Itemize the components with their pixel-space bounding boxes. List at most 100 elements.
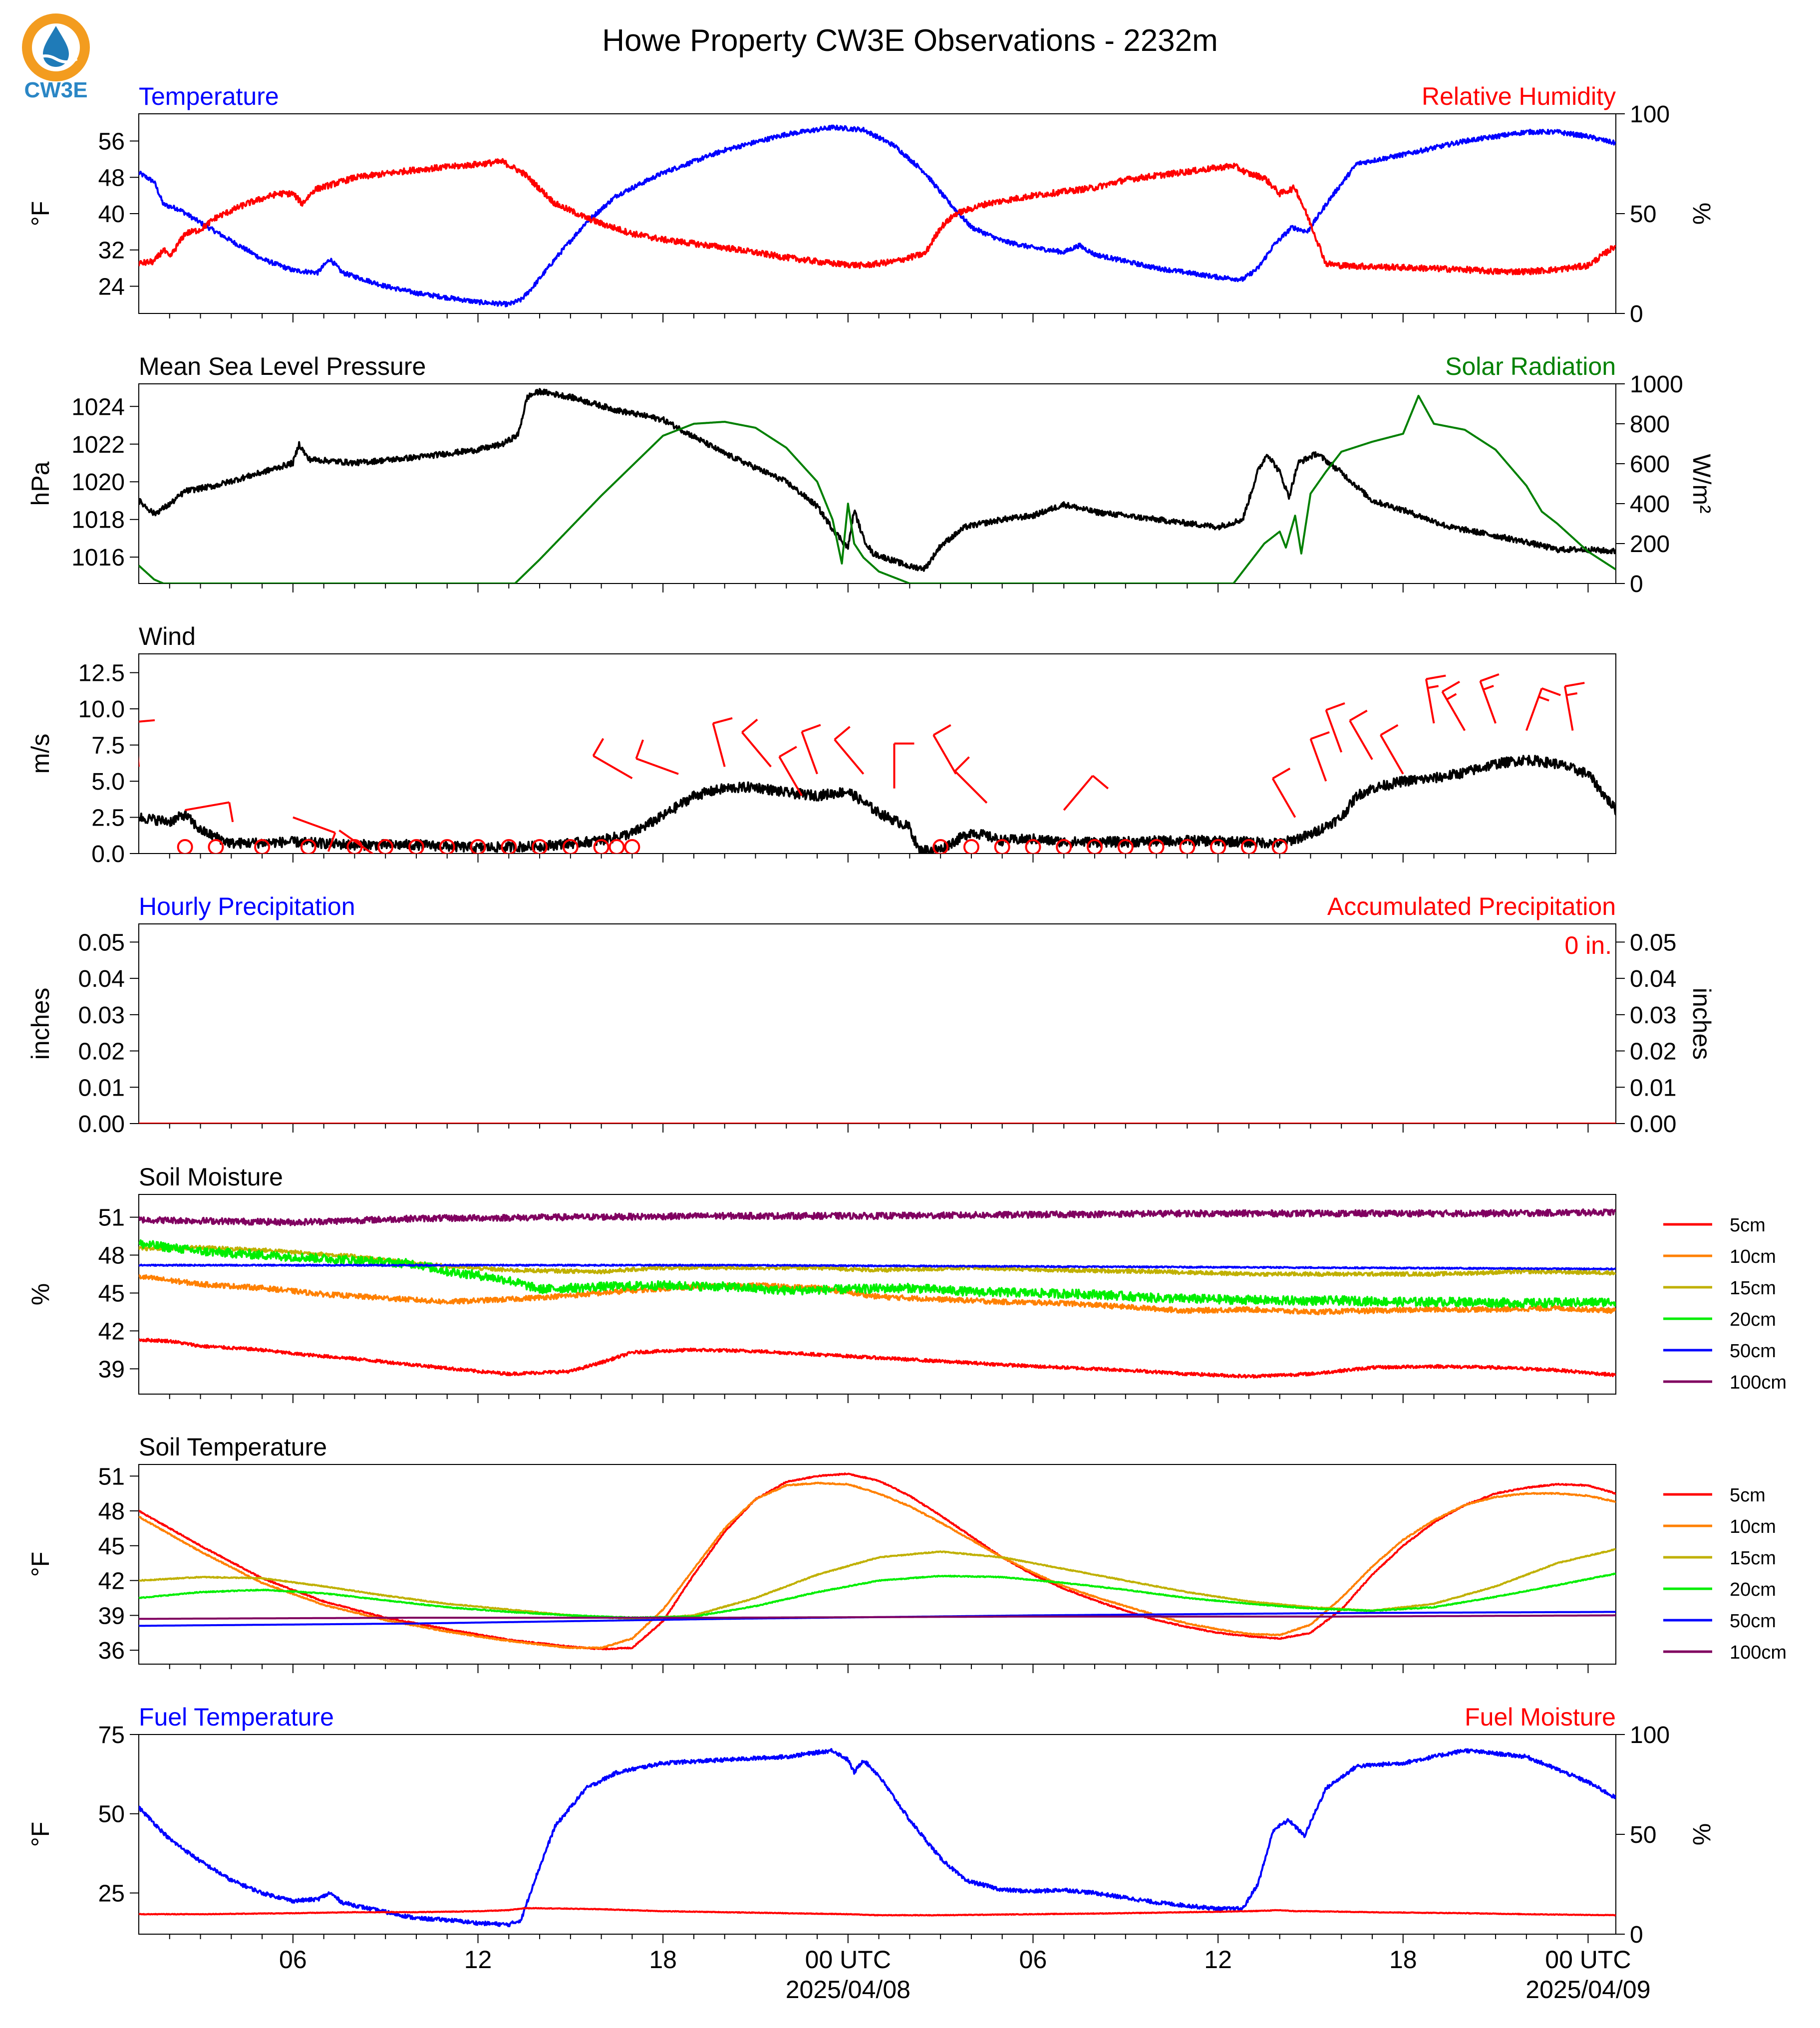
calm-wind-marker [1056, 839, 1072, 854]
wind-barb-flag [1349, 709, 1368, 722]
panel-frame [138, 653, 1616, 854]
y-axis-label: °F [26, 1552, 54, 1577]
legend: 5cm 10cm 15cm 20cm 50cm 100cm [1663, 1215, 1787, 1393]
wind-barb [932, 724, 957, 775]
accumulated-precip-annotation: 0 in. [1564, 931, 1612, 959]
y-axis-label: °F [26, 201, 54, 227]
y-axis-label: % [26, 1283, 54, 1305]
calm-wind-marker [300, 839, 316, 854]
y-tick-label: 1020 [71, 469, 125, 496]
y-tick-label: 48 [98, 1498, 125, 1525]
x-tick-label: 18 [1389, 1946, 1417, 1974]
wind-barb-shaft [293, 816, 336, 834]
y-tick-label: 7.5 [91, 733, 125, 759]
wind-barb-shaft [954, 770, 988, 804]
panel-5: Soil Moisture3942454851%5cm10cm15cm20cm5… [26, 1163, 1787, 1403]
legend-label: 20cm [1730, 1309, 1776, 1330]
plot-area [139, 388, 1616, 583]
y2-tick-label: 0.05 [1630, 929, 1676, 956]
plot-area [139, 673, 1616, 854]
y-tick-label: 56 [98, 129, 125, 155]
cw3e-logo: CW3E [22, 13, 90, 102]
plot-area [139, 1748, 1616, 1928]
panel-1: Temperature Relative Humidity 24 32 40 48 56 °F… [26, 82, 1716, 327]
y2-tick-label: 0 [1630, 571, 1643, 597]
wind-barb-half-flag [1427, 685, 1439, 689]
series-line-fuel-moisture [139, 1907, 1616, 1917]
y2-tick-label: 50 [1630, 201, 1656, 228]
y-tick-label: 2.5 [91, 805, 125, 832]
series-line-100cm [139, 1614, 1616, 1620]
y2-tick-label: 1000 [1630, 371, 1683, 398]
x-tick-label: 12 [1204, 1946, 1232, 1974]
series-line-solar-radiation [139, 395, 1616, 583]
wind-barb [1380, 724, 1404, 775]
series-line-100cm [139, 1208, 1616, 1226]
series-line-20cm [139, 1572, 1616, 1619]
wind-barb-flag [1325, 702, 1345, 711]
legend-label: 100cm [1730, 1642, 1787, 1663]
wind-barb-flag [228, 802, 234, 823]
y-tick-label: 10.0 [78, 696, 125, 723]
logo-ring-icon [22, 13, 90, 81]
calm-wind-marker [346, 839, 363, 854]
wind-barb [954, 756, 988, 804]
legend-label: 50cm [1730, 1611, 1776, 1632]
y-tick-label: 48 [98, 165, 125, 191]
calm-wind-marker [1148, 839, 1165, 854]
panel-6: Soil Temperature 36 39 42 45 48 51 °F 5cm 10cm 15c… [26, 1433, 1787, 1673]
wind-barb-shaft [338, 829, 374, 854]
wind-barb-flag [1272, 767, 1291, 780]
panel-2: Mean Sea Level Pressure Solar Radiation 10… [26, 352, 1716, 597]
calm-wind-marker [932, 839, 949, 854]
legend-label: 15cm [1730, 1548, 1776, 1569]
calm-wind-marker [254, 839, 271, 854]
wind-barb-flag [1442, 680, 1460, 693]
plot-area [139, 1472, 1616, 1651]
wind-barb-flag [1310, 731, 1330, 740]
y-tick-label: 39 [98, 1356, 125, 1383]
wind-barb-flag [1480, 673, 1500, 682]
calm-wind-marker [624, 839, 640, 854]
calm-wind-marker [1210, 839, 1226, 854]
legend: 5cm 10cm 15cm 20cm 50cm 100cm [1663, 1485, 1787, 1663]
calm-wind-marker [501, 839, 517, 854]
wind-barb [338, 829, 374, 854]
y-axis-label: hPa [26, 461, 54, 506]
y-tick-label: 45 [98, 1280, 125, 1307]
y-tick-label: 0.01 [78, 1075, 125, 1101]
y-tick-label: 39 [98, 1603, 125, 1629]
calm-wind-marker [208, 839, 224, 854]
wind-barb [1563, 682, 1585, 731]
calm-wind-marker [562, 839, 579, 854]
wind-barb-flag [1426, 674, 1446, 680]
panel-3: Wind 0.0 2.5 5.0 7.5 10.0 12.5 m/s [26, 622, 1616, 868]
wind-barb-flag [741, 718, 758, 733]
y2-tick-label: 0.00 [1630, 1111, 1676, 1138]
y-tick-label: 1016 [71, 545, 125, 571]
panel-right-title: Relative Humidity [1422, 82, 1616, 110]
series-line-mean-sea-level-pressure [139, 388, 1616, 572]
y-tick-label: 45 [98, 1533, 125, 1560]
wind-barb [1309, 731, 1330, 782]
wind-barb-half-flag [1538, 696, 1549, 702]
wind-barb [893, 742, 914, 789]
wind-barb-shaft [1271, 778, 1296, 818]
panel-7: Fuel Temperature Fuel Moisture 25 50 75 °F 0 50… [26, 1703, 1716, 1948]
logo-wave-icon [34, 54, 78, 63]
wind-barb [592, 738, 633, 780]
wind-barb [1349, 709, 1373, 760]
wind-barb-shaft [1380, 734, 1404, 775]
y-tick-label: 42 [98, 1568, 125, 1595]
wind-barb-half-flag [1483, 685, 1494, 691]
wind-barb-half-flag [1446, 693, 1457, 701]
wind-barb-shaft [1425, 679, 1435, 724]
panel-left-title: Temperature [139, 82, 279, 110]
figure-title: Howe Property CW3E Observations - 2232m [602, 23, 1218, 58]
y2-axis-label: W/m² [1688, 454, 1716, 513]
y-tick-label: 0.00 [78, 1111, 125, 1138]
wind-barb-shaft [834, 739, 865, 775]
panel-right-title: Accumulated Precipitation [1327, 892, 1616, 920]
wind-barb-flag [954, 756, 970, 772]
panel-frame [138, 383, 1616, 584]
